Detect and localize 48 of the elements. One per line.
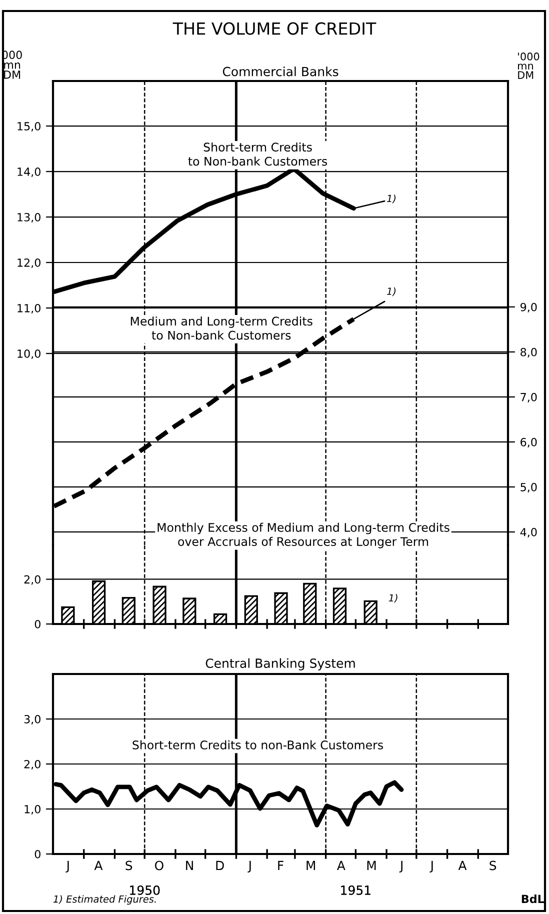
text: 1) Estimated Figures. xyxy=(53,895,156,905)
y-tick-label: 0 xyxy=(34,620,40,628)
text: A xyxy=(458,860,467,870)
y2-tick-label: 8,0 xyxy=(520,348,537,358)
text: M xyxy=(367,860,376,870)
text: M xyxy=(306,860,316,870)
text: J xyxy=(66,860,69,873)
text: J xyxy=(248,860,251,873)
y-tick-label: 3,0 xyxy=(24,714,40,725)
y-tick-label: 2,0 xyxy=(24,575,40,585)
text: N xyxy=(186,860,193,870)
y-tick-label: 15,0 xyxy=(18,122,40,132)
y2-tick-label: 7,0 xyxy=(520,392,537,402)
y2-tick-label: 9,0 xyxy=(520,302,537,312)
annotation: 1) xyxy=(386,287,396,296)
y-tick-label: 0 xyxy=(34,850,40,858)
y-tick-label: 11,0 xyxy=(18,304,40,314)
y2-tick-label: 5,0 xyxy=(520,482,537,492)
chart-title: THE VOLUME OF CREDIT xyxy=(172,22,376,35)
y-tick-label: 12,0 xyxy=(18,258,40,268)
chart-title: Monthly Excess of Medium and Long-term Credits over Accruals of Resources at Longer Term xyxy=(158,522,450,548)
annotation: 1) xyxy=(386,194,396,204)
y-tick-label: 13,0 xyxy=(18,212,40,223)
y-tick-label: 1,0 xyxy=(24,804,40,815)
y-tick-label: 2,0 xyxy=(24,760,40,770)
text: Short-term Credits to Non-bank Customers xyxy=(188,142,328,166)
text: J xyxy=(399,860,402,873)
text: A xyxy=(336,860,346,870)
y2-tick-label: 6,0 xyxy=(520,438,537,448)
y-tick-label: 10,0 xyxy=(18,349,40,359)
text: S xyxy=(126,860,132,870)
series-label: Medium and Long-term Credits to Non-bank Customers xyxy=(130,316,312,340)
text: F xyxy=(278,860,284,870)
text: O xyxy=(154,860,164,870)
text: J xyxy=(430,860,433,873)
text: BdL xyxy=(522,894,544,904)
y2-tick-label: 4,0 xyxy=(520,528,537,538)
x-tick-label: 1950 xyxy=(130,885,160,895)
annotation: 1) xyxy=(388,594,398,603)
y2-axis-title: '000 mn DM xyxy=(518,52,540,79)
chart-title: Central Banking System xyxy=(206,658,355,670)
text: Short-term Credits to non-Bank Customers xyxy=(132,740,384,750)
chart-subtitle: Commercial Banks xyxy=(222,66,338,76)
y-tick-label: 14,0 xyxy=(18,168,40,178)
text: A xyxy=(94,860,103,870)
x-tick-label: 1951 xyxy=(341,885,370,895)
text: S xyxy=(490,860,496,870)
text: D xyxy=(216,860,224,870)
